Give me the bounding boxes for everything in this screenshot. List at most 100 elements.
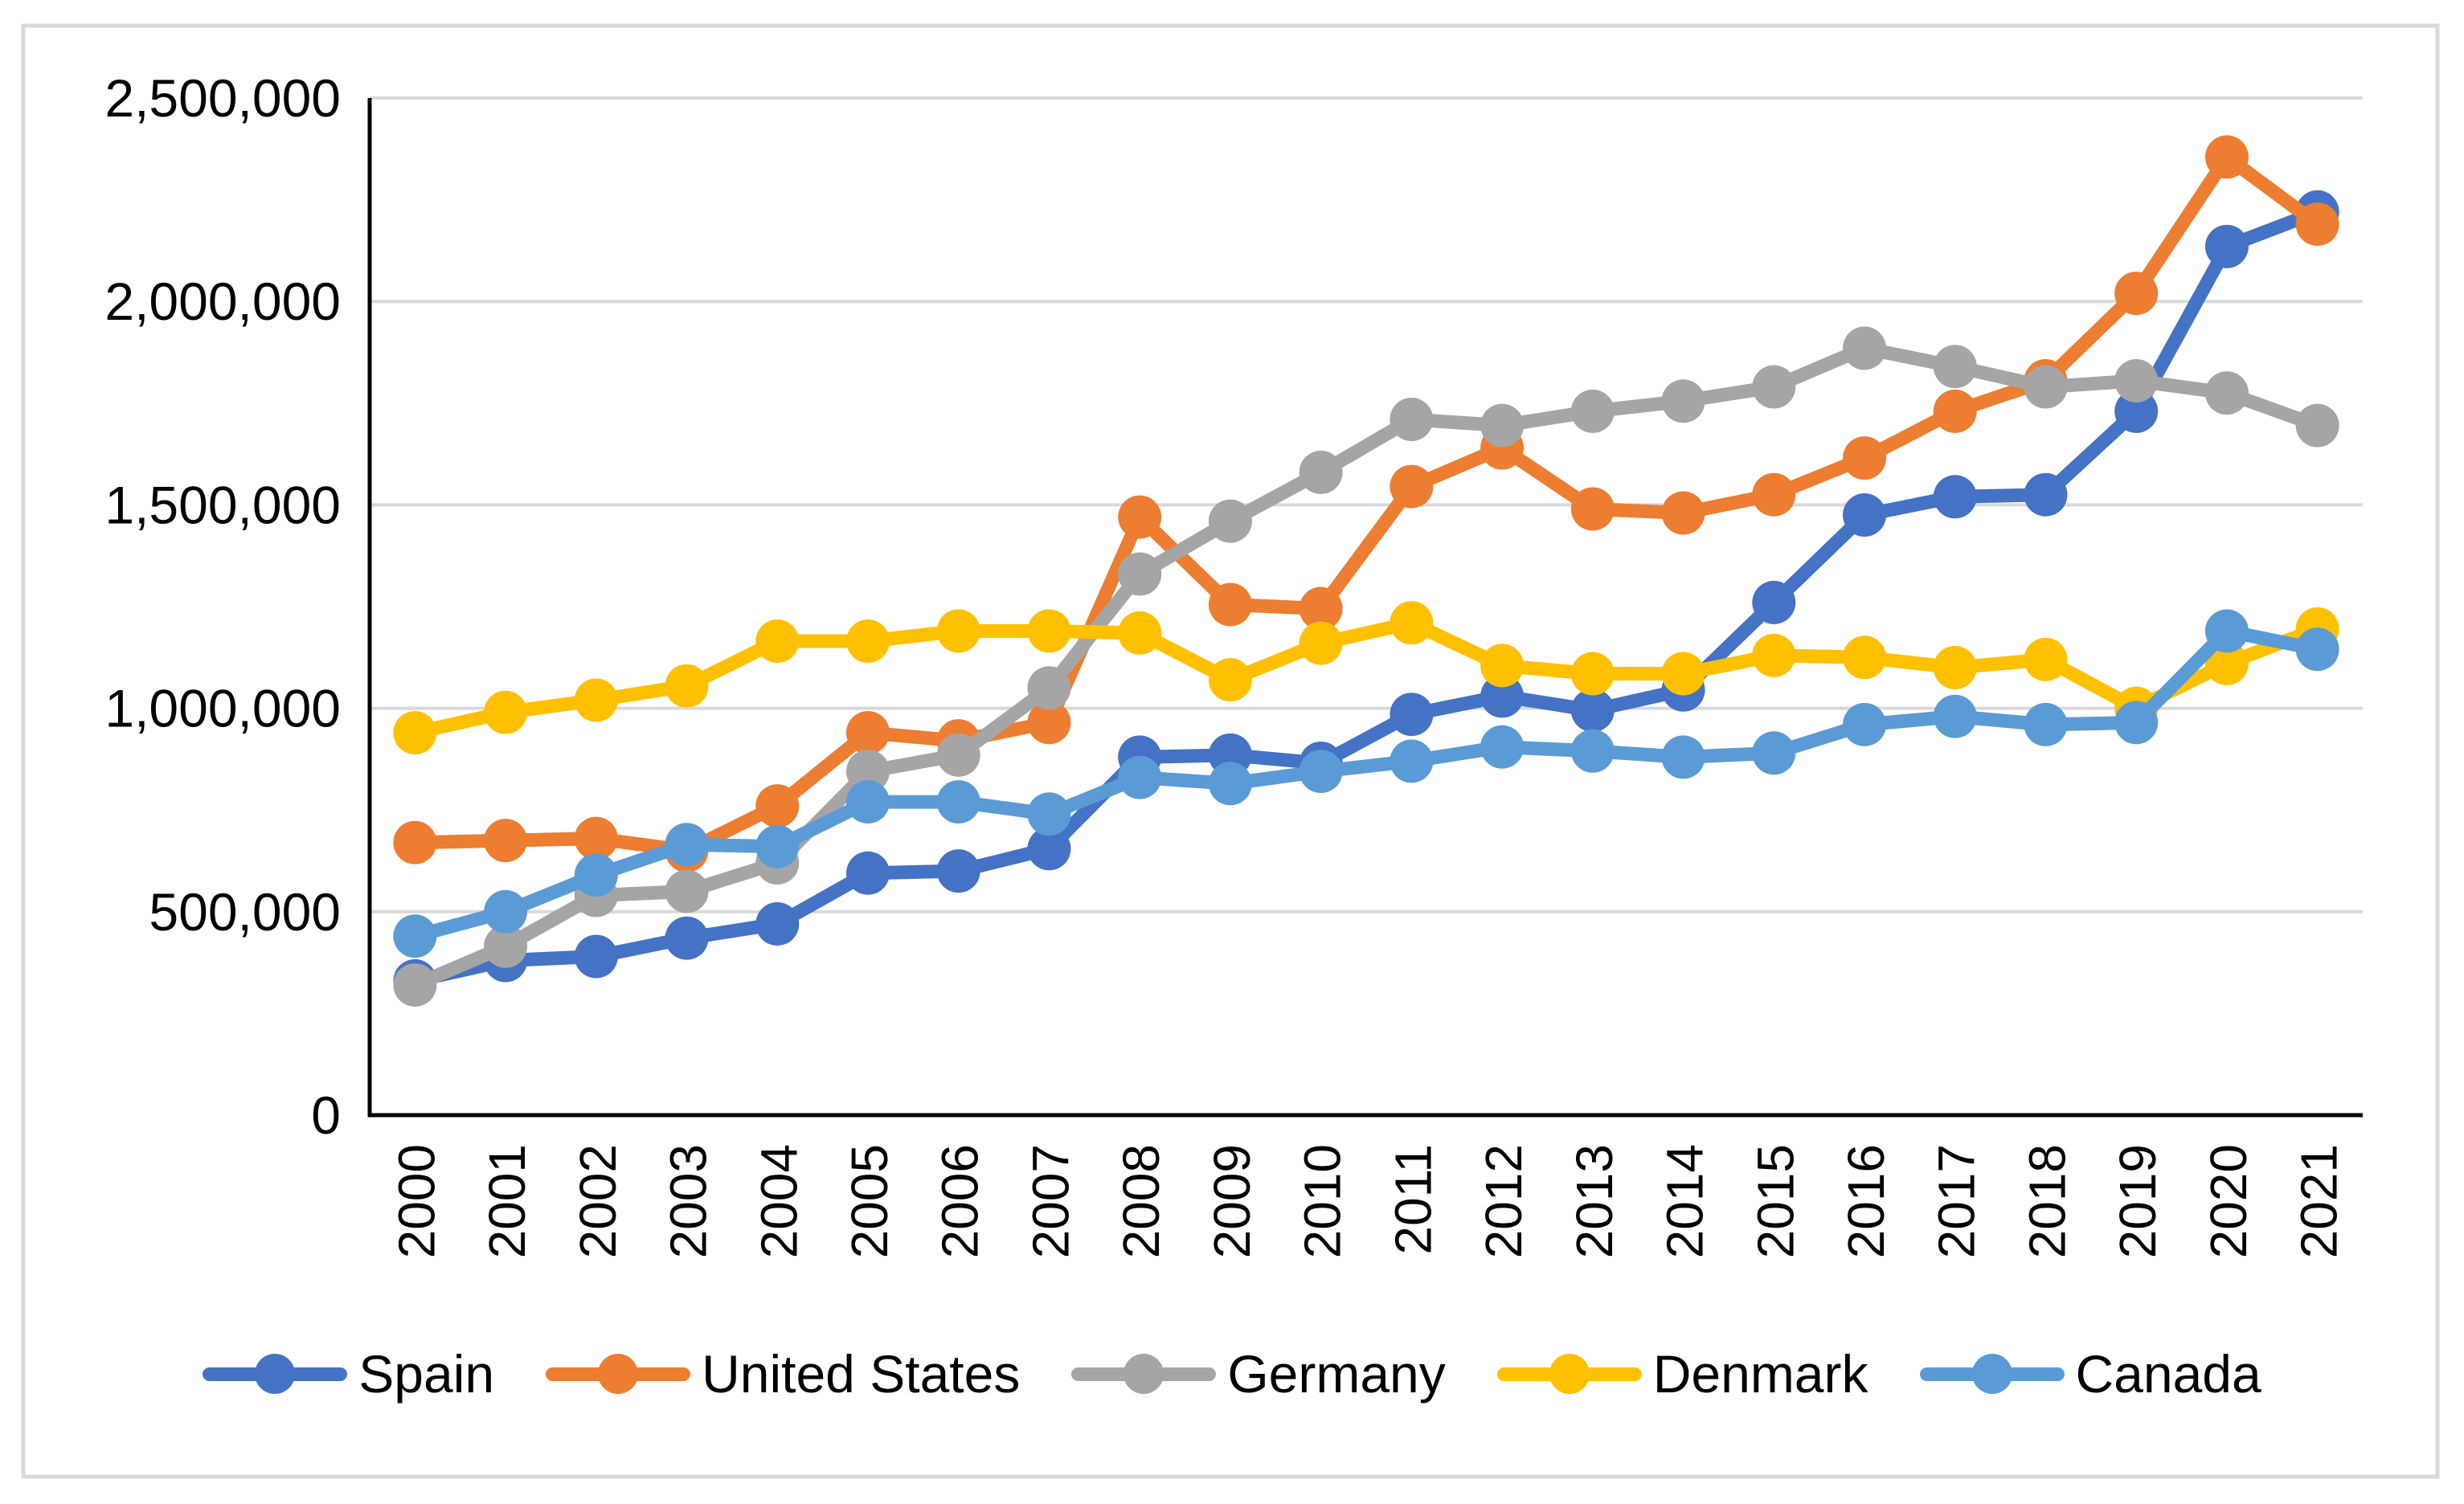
x-tick-label: 2001 [478,1144,536,1258]
x-tick-label: 2021 [2290,1144,2348,1258]
data-point-denmark-2009 [1208,658,1252,702]
data-point-germany-2014 [1661,379,1705,423]
y-tick-label: 0 [311,1085,341,1145]
data-point-spain-2015 [1752,580,1796,624]
data-point-spain-2016 [1843,493,1886,537]
data-point-united-states-2014 [1661,491,1705,535]
legend-item-canada: Canada [1919,1347,2261,1400]
y-tick-label: 1,500,000 [104,475,341,534]
data-point-germany-2011 [1390,398,1434,442]
data-point-germany-2020 [2204,371,2249,415]
data-point-united-states-2016 [1843,436,1886,480]
data-point-denmark-2004 [755,619,800,664]
data-point-denmark-2010 [1299,621,1343,665]
x-tick-label: 2004 [750,1144,808,1258]
data-point-canada-2017 [1933,694,1977,738]
data-point-canada-2005 [846,780,890,824]
data-point-united-states-2000 [393,820,437,864]
data-point-denmark-2011 [1390,601,1434,645]
data-point-denmark-2008 [1118,611,1162,655]
legend-item-denmark: Denmark [1496,1344,1868,1404]
x-tick-label: 2012 [1475,1144,1533,1258]
data-point-united-states-2013 [1570,487,1615,531]
x-tick-label: 2006 [931,1144,989,1258]
x-tick-label: 2017 [1928,1144,1986,1258]
x-tick-label: 2013 [1566,1144,1623,1258]
data-point-germany-2005 [846,750,890,794]
data-point-canada-2007 [1027,792,1071,836]
data-point-canada-2020 [2204,609,2249,653]
data-point-canada-2021 [2295,627,2339,672]
data-point-canada-2000 [393,914,437,958]
data-point-germany-2009 [1208,499,1252,543]
data-point-denmark-2006 [936,609,980,653]
line-series-united-states [407,149,2325,858]
chart-border [21,23,2440,1479]
data-point-spain-2011 [1390,693,1434,737]
data-point-denmark-2017 [1933,645,1977,689]
data-point-denmark-2007 [1027,609,1071,653]
legend-label: Germany [1227,1344,1446,1404]
data-point-spain-2018 [2024,472,2068,517]
data-point-denmark-2003 [665,664,709,708]
data-point-germany-2010 [1299,450,1343,494]
data-point-germany-2003 [665,869,709,913]
data-point-spain-2002 [574,934,618,979]
data-point-united-states-2001 [484,819,528,863]
legend-line-marker-icon [1919,1354,2065,1394]
data-point-denmark-2020 [2204,641,2249,685]
x-tick-label: 2019 [2109,1144,2167,1258]
data-point-spain-2007 [1027,827,1071,871]
data-point-canada-2019 [2114,701,2159,745]
legend-line-marker-icon [203,1354,348,1394]
data-point-canada-2012 [1480,725,1525,769]
x-tick-label: 2015 [1746,1144,1804,1258]
data-point-denmark-2018 [2024,637,2068,681]
data-point-denmark-2002 [574,678,618,722]
data-point-united-states-2004 [755,784,800,828]
x-tick-label: 2018 [2018,1144,2076,1258]
x-tick-label: 2009 [1203,1144,1261,1258]
data-point-united-states-2021 [2295,202,2339,246]
data-point-canada-2006 [936,780,980,824]
data-point-spain-2019 [2114,389,2159,433]
data-point-united-states-2010 [1299,586,1343,631]
data-point-germany-2017 [1933,345,1977,389]
data-point-united-states-2020 [2204,135,2249,179]
data-point-canada-2016 [1843,702,1886,746]
data-point-spain-2005 [846,851,890,895]
data-point-germany-2001 [484,924,528,968]
data-point-germany-2021 [2295,403,2339,448]
legend-dot-icon [1971,1354,2012,1394]
data-point-canada-2018 [2024,702,2068,746]
line-series-spain [407,205,2325,988]
line-series-canada [407,623,2325,943]
legend-dot-icon [255,1354,296,1394]
x-tick-label: 2008 [1112,1144,1170,1258]
x-tick-label: 2000 [387,1144,445,1258]
legend-label: Denmark [1652,1344,1868,1404]
data-point-germany-2012 [1480,403,1525,448]
data-point-denmark-2001 [484,690,528,734]
data-point-spain-2012 [1480,674,1525,718]
legend-dot-icon [1124,1354,1164,1394]
data-point-denmark-2013 [1570,652,1615,696]
data-point-united-states-2008 [1118,495,1162,539]
data-point-germany-2006 [936,733,980,777]
data-point-denmark-2014 [1661,652,1705,696]
y-tick-label: 2,500,000 [104,68,341,128]
data-point-spain-2006 [936,849,980,893]
data-point-canada-2002 [574,853,618,897]
data-point-canada-2011 [1390,739,1434,783]
data-point-denmark-2016 [1843,636,1886,680]
data-point-canada-2010 [1299,750,1343,794]
data-point-united-states-2007 [1027,701,1071,745]
legend-label: Spain [358,1344,495,1404]
data-point-denmark-2012 [1480,644,1525,688]
data-point-canada-2009 [1208,762,1252,806]
data-point-united-states-2009 [1208,582,1252,627]
x-tick-label: 2002 [569,1144,627,1258]
legend-item-spain: Spain [203,1347,494,1400]
x-tick-label: 2007 [1021,1144,1079,1258]
legend-dot-icon [1549,1354,1590,1394]
